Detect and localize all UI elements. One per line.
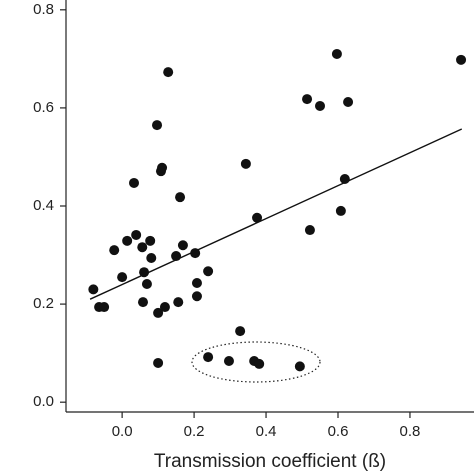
fit-line bbox=[89, 128, 463, 300]
x-tick-label: 0.8 bbox=[400, 423, 421, 440]
x-tick-label: 0.2 bbox=[184, 423, 205, 440]
point bbox=[88, 284, 99, 295]
point bbox=[190, 248, 201, 259]
point bbox=[141, 278, 152, 289]
point bbox=[294, 361, 305, 372]
point bbox=[146, 252, 157, 263]
y-tick-label: 0.8 bbox=[33, 1, 54, 18]
point bbox=[129, 177, 139, 188]
point bbox=[302, 94, 313, 105]
point bbox=[254, 358, 265, 369]
point bbox=[122, 235, 133, 246]
point bbox=[163, 67, 174, 78]
point bbox=[153, 307, 164, 318]
y-tick-label: 0.4 bbox=[33, 197, 54, 214]
point bbox=[137, 242, 148, 253]
point bbox=[252, 212, 263, 223]
x-tick-label: 0.0 bbox=[112, 423, 133, 440]
point bbox=[109, 245, 120, 256]
point bbox=[117, 272, 128, 283]
y-tick-label: 0.0 bbox=[33, 393, 54, 410]
x-tick-label: 0.6 bbox=[328, 423, 349, 440]
point bbox=[175, 192, 186, 203]
point bbox=[152, 120, 163, 131]
point bbox=[331, 48, 342, 59]
point bbox=[343, 97, 354, 108]
point bbox=[335, 205, 346, 216]
point bbox=[145, 235, 156, 246]
point bbox=[191, 278, 202, 289]
point bbox=[235, 326, 246, 337]
point bbox=[137, 297, 148, 308]
point bbox=[177, 240, 188, 251]
y-tick-label: 0.2 bbox=[33, 295, 54, 312]
point bbox=[153, 357, 164, 368]
point bbox=[223, 355, 234, 366]
point bbox=[315, 100, 326, 111]
point bbox=[139, 267, 150, 278]
x-axis-title: Transmission coefficient (ß) bbox=[154, 451, 386, 472]
point bbox=[456, 54, 467, 65]
point bbox=[203, 352, 214, 363]
point bbox=[304, 225, 315, 236]
point bbox=[157, 162, 168, 173]
x-tick-label: 0.4 bbox=[256, 423, 277, 440]
highlight-ellipse bbox=[191, 341, 321, 383]
point bbox=[191, 291, 202, 302]
point bbox=[240, 158, 251, 169]
point bbox=[99, 302, 110, 313]
point bbox=[339, 174, 350, 185]
point bbox=[171, 251, 182, 262]
point bbox=[131, 229, 142, 240]
y-tick-label: 0.6 bbox=[33, 99, 54, 116]
point bbox=[203, 266, 214, 277]
point bbox=[159, 302, 170, 313]
point bbox=[173, 297, 184, 308]
